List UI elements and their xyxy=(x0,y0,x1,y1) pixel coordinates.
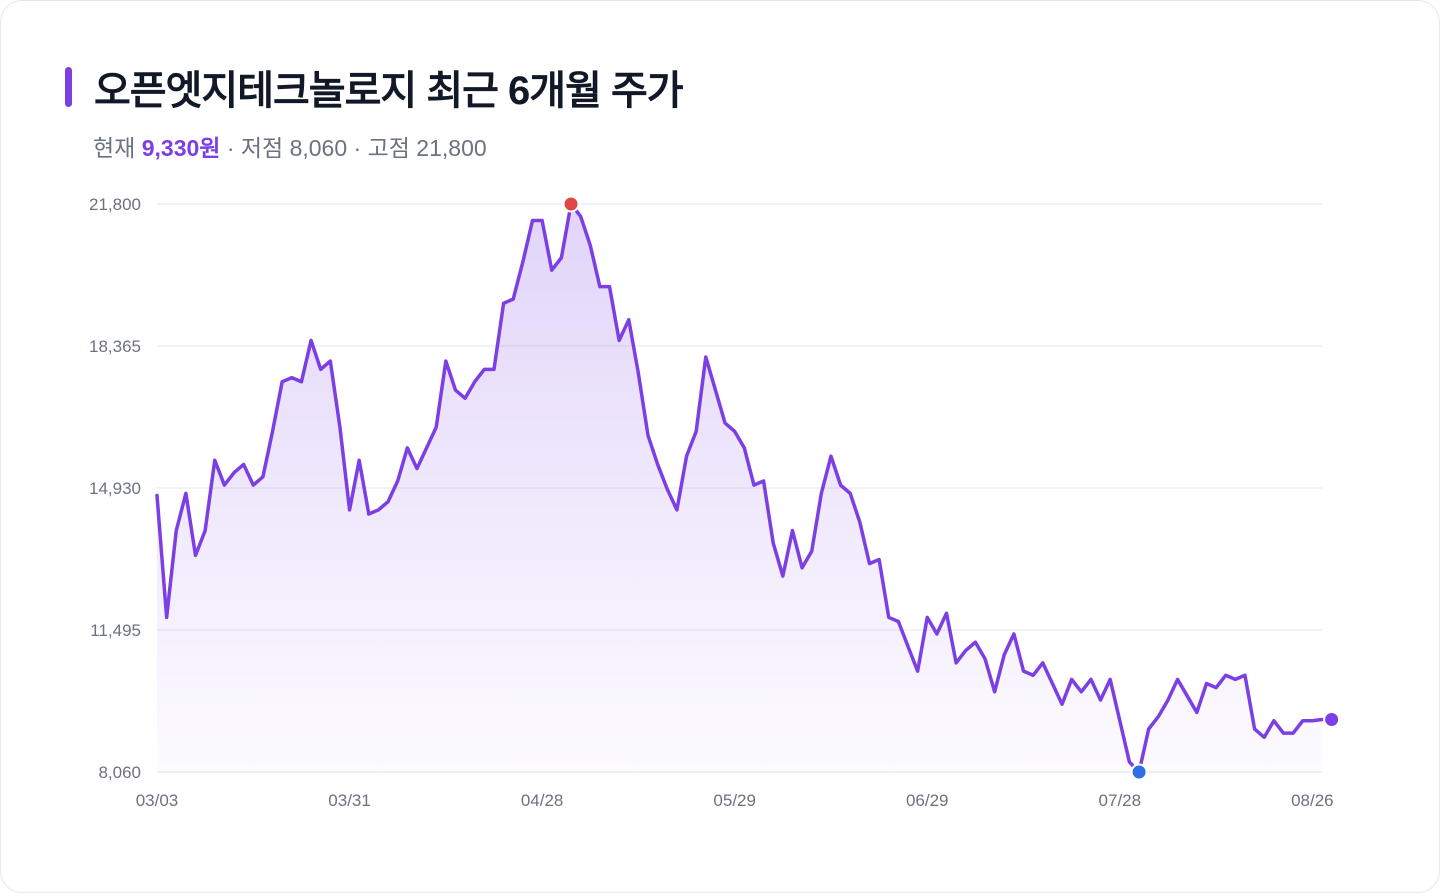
x-tick-label: 08/26 xyxy=(1291,791,1334,810)
title-accent-bar xyxy=(65,67,72,107)
chart-title: 오픈엣지테크놀로지 최근 6개월 주가 xyxy=(94,69,684,113)
x-tick-label: 06/29 xyxy=(906,791,949,810)
title-row: 오픈엣지테크놀로지 최근 6개월 주가 xyxy=(65,63,684,113)
high-point-marker xyxy=(562,195,580,213)
price-summary: 현재 9,330원 · 저점 8,060 · 고점 21,800 xyxy=(93,129,487,163)
low-price: · 저점 8,060 xyxy=(226,135,348,161)
x-tick-label: 03/03 xyxy=(136,791,179,810)
last-point-marker xyxy=(1323,710,1341,728)
current-label: 현재 xyxy=(93,135,136,161)
price-line xyxy=(155,202,1324,774)
y-tick-label: 14,930 xyxy=(89,479,141,498)
x-axis: 03/03 03/31 04/28 05/29 06/29 07/28 08/26 xyxy=(136,791,1334,810)
y-tick-label: 21,800 xyxy=(89,195,141,214)
y-tick-label: 8,060 xyxy=(98,763,141,782)
y-tick-label: 11,495 xyxy=(90,621,141,640)
current-price: 9,330원 xyxy=(141,135,221,161)
low-point-marker xyxy=(1130,763,1148,781)
y-tick-label: 18,365 xyxy=(89,337,141,356)
x-tick-label: 03/31 xyxy=(328,791,371,810)
x-tick-label: 07/28 xyxy=(1099,791,1142,810)
x-tick-label: 05/29 xyxy=(713,791,756,810)
x-tick-label: 04/28 xyxy=(521,791,564,810)
high-price: · 고점 21,800 xyxy=(353,135,487,161)
markers xyxy=(562,195,1341,781)
price-area xyxy=(157,204,1322,772)
y-axis: 8,060 11,495 14,930 18,365 21,800 xyxy=(89,195,141,782)
